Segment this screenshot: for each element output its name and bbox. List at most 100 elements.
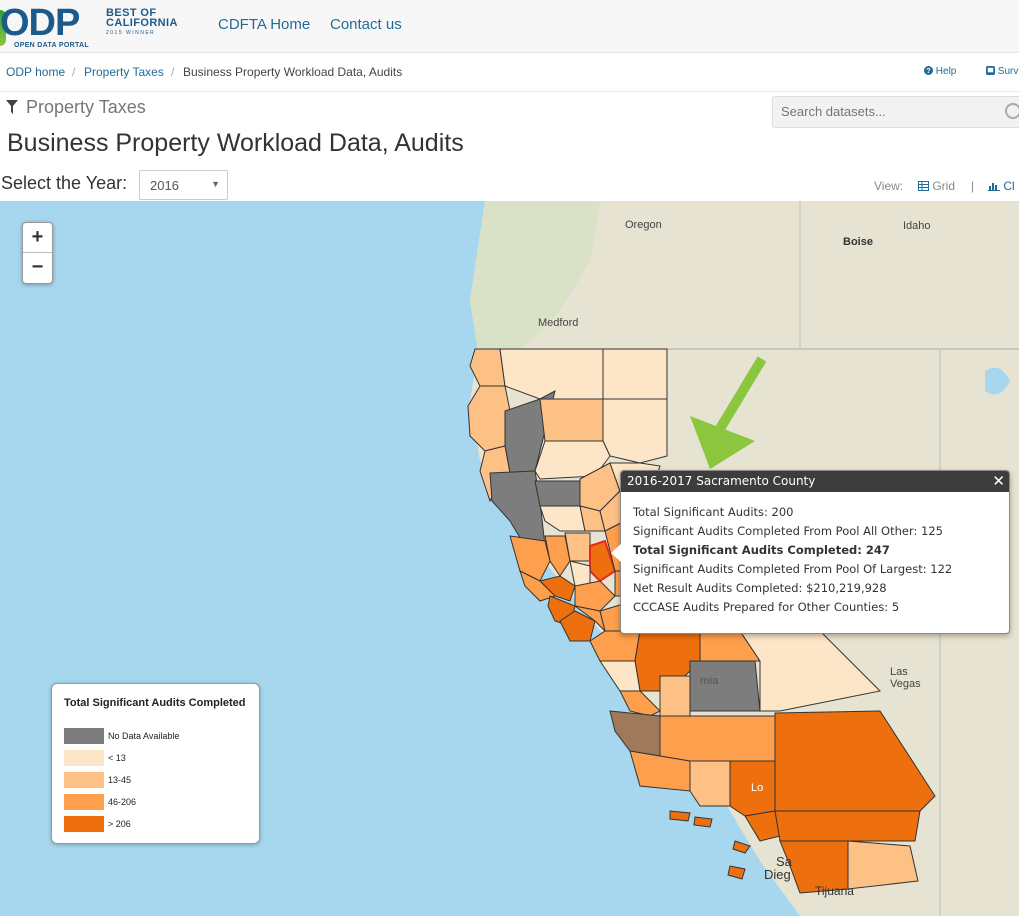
county	[779, 840, 849, 894]
place-label: Tijuana	[815, 884, 854, 898]
county	[509, 535, 551, 582]
nav-contact-us[interactable]: Contact us	[330, 16, 402, 33]
county	[519, 570, 556, 602]
place-label: Idaho	[903, 220, 931, 232]
legend-swatch	[64, 728, 104, 744]
chart-label: Cl	[1003, 179, 1015, 193]
island	[669, 810, 691, 822]
popup-line-highlight: Total Significant Audits Completed: 247	[633, 543, 890, 557]
pointer-arrow	[690, 356, 767, 469]
place-label: Las	[890, 666, 908, 678]
category-filter[interactable]: Property Taxes	[6, 97, 146, 118]
help-label: Help	[935, 66, 957, 77]
view-grid-button[interactable]: Grid	[918, 179, 955, 193]
arrow-head	[690, 416, 755, 469]
popup-pointer	[611, 544, 621, 562]
badge-line-2: CALIFORNIA	[106, 17, 178, 29]
county	[467, 385, 511, 452]
county	[774, 710, 936, 812]
breadcrumb-separator: /	[171, 65, 175, 79]
survey-label: Surv	[997, 66, 1019, 77]
county	[574, 580, 616, 612]
search-icon[interactable]	[1005, 103, 1019, 119]
county	[659, 715, 776, 762]
legend-swatch	[64, 816, 104, 832]
legend-label: No Data Available	[108, 731, 180, 741]
legend-swatch	[64, 772, 104, 788]
county	[534, 480, 581, 507]
forest-area	[470, 201, 600, 351]
county	[539, 575, 576, 602]
logo-text: ODP	[0, 2, 80, 44]
legend-label: < 13	[108, 753, 126, 763]
place-label: Vegas	[890, 678, 921, 690]
popup-line: CCCASE Audits Prepared for Other Countie…	[633, 600, 900, 614]
badge-line-1: BEST OF	[106, 7, 157, 19]
county	[689, 760, 731, 807]
breadcrumb-separator: /	[72, 65, 76, 79]
grid-icon	[918, 181, 929, 191]
search-input[interactable]	[781, 104, 1001, 119]
chevron-down-icon: ▼	[211, 179, 220, 189]
place-label: Medford	[538, 317, 579, 329]
legend-title: Total Significant Audits Completed	[64, 697, 246, 709]
island	[732, 840, 751, 854]
best-of-california-badge: BEST OF CALIFORNIA 2015 WINNER	[106, 8, 188, 46]
funnel-icon	[6, 100, 18, 114]
legend-swatch	[64, 794, 104, 810]
popup-line: Net Result Audits Completed: $210,219,92…	[633, 581, 887, 595]
county-popup: 2016-2017 Sacramento County ✕ Total Sign…	[611, 470, 1010, 634]
lake	[985, 367, 1010, 395]
badge-line-3: 2015 WINNER	[106, 30, 156, 36]
dataset-search[interactable]	[772, 96, 1019, 128]
popup-body: Total Significant Audits: 200 Significan…	[621, 492, 1009, 628]
year-label: Select the Year:	[1, 173, 128, 193]
place-label: Boise	[843, 236, 873, 248]
zoom-in-button[interactable]: +	[23, 223, 52, 253]
county	[539, 398, 604, 442]
breadcrumb-current: Business Property Workload Data, Audits	[183, 65, 403, 79]
help-link[interactable]: ? Help	[924, 66, 956, 77]
page-title: Business Property Workload Data, Audits	[7, 129, 464, 157]
county	[619, 690, 661, 717]
place-label: Sa	[776, 854, 792, 869]
survey-link[interactable]: Surv	[986, 66, 1018, 77]
view-separator: |	[971, 179, 975, 193]
top-navbar: ODP OPEN DATA PORTAL BEST OF CALIFORNIA …	[0, 0, 1019, 53]
county	[602, 398, 668, 464]
nav-cdfta-home[interactable]: CDFTA Home	[218, 16, 311, 33]
view-label: View:	[874, 179, 904, 193]
popup-line: Significant Audits Completed From Pool O…	[633, 562, 953, 576]
county	[559, 610, 596, 642]
year-value: 2016	[150, 178, 179, 193]
odp-logo[interactable]: ODP OPEN DATA PORTAL	[0, 2, 95, 52]
legend-label: 13-45	[108, 775, 132, 785]
breadcrumb-odp-home[interactable]: ODP home	[6, 65, 66, 79]
logo-accent	[0, 10, 6, 46]
county	[609, 710, 661, 757]
county	[539, 505, 586, 532]
county	[589, 630, 641, 662]
close-icon[interactable]: ✕	[992, 472, 1005, 490]
breadcrumb-property-taxes[interactable]: Property Taxes	[84, 65, 164, 79]
place-label: rnia	[700, 675, 719, 687]
view-chart-button[interactable]: Cl	[988, 179, 1015, 193]
county	[544, 535, 571, 577]
popup-title: 2016-2017 Sacramento County	[621, 471, 1009, 492]
california-counties	[467, 348, 936, 894]
island	[693, 816, 713, 828]
arrow-shaft	[710, 356, 767, 440]
county	[564, 532, 591, 562]
county	[847, 840, 919, 890]
chart-icon	[988, 183, 1000, 191]
legend-swatch	[64, 750, 104, 766]
county	[599, 660, 641, 692]
legend-label: > 206	[108, 819, 131, 829]
year-select[interactable]: 2016 ▼	[139, 170, 228, 200]
logo-subtitle: OPEN DATA PORTAL	[14, 42, 89, 49]
place-label: Lo	[751, 782, 764, 794]
zoom-out-button[interactable]: −	[31, 256, 44, 278]
place-label: Oregon	[625, 219, 662, 231]
zoom-control: + −	[22, 222, 53, 284]
county	[774, 810, 921, 842]
